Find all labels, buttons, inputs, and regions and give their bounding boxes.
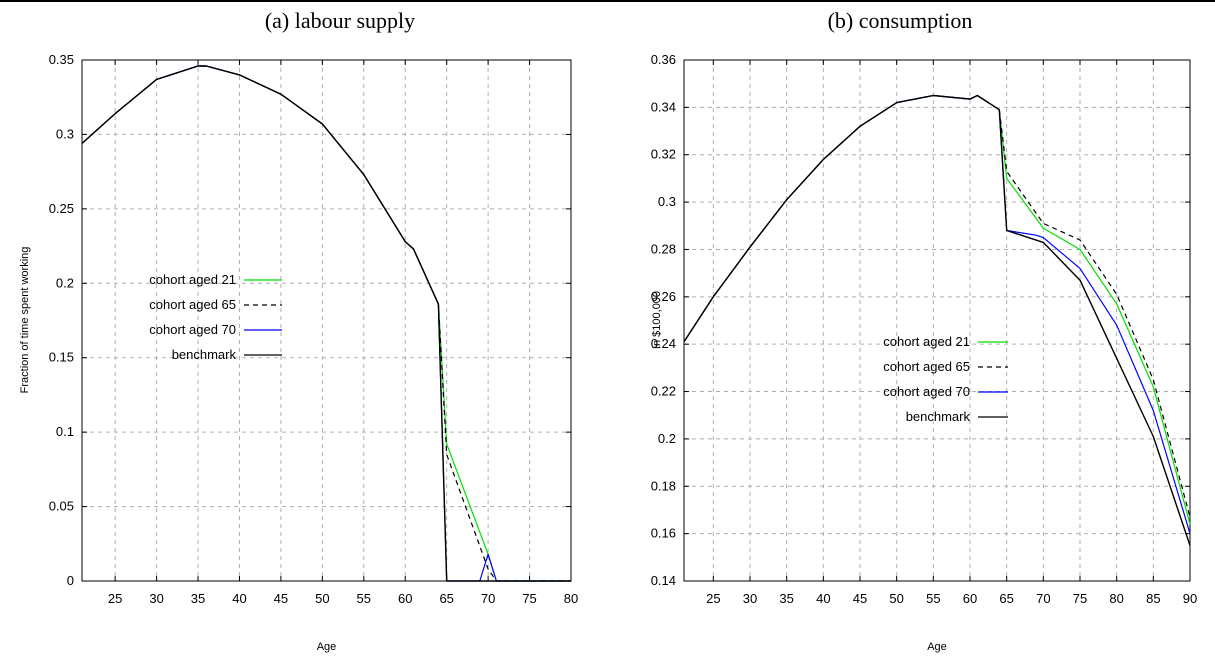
- labour-legend-label: cohort aged 65: [149, 297, 236, 312]
- labour-xtick-label: 70: [481, 591, 495, 606]
- consumption-legend-label: cohort aged 21: [883, 334, 970, 349]
- labour-xtick-label: 35: [191, 591, 205, 606]
- consumption-legend-label: cohort aged 65: [883, 359, 970, 374]
- labour-legend-label: benchmark: [172, 347, 237, 362]
- labour-x-axis-label: Age: [317, 641, 337, 653]
- labour-ytick-label: 0.3: [56, 126, 74, 141]
- consumption-ytick-label: 0.32: [651, 147, 676, 162]
- consumption-series-cohort-aged-70: [683, 94, 1191, 534]
- top-rule: [0, 0, 1215, 2]
- consumption-legend-label: cohort aged 70: [883, 384, 970, 399]
- consumption-series-cohort-aged-65: [683, 94, 1191, 518]
- labour-xtick-label: 45: [274, 591, 288, 606]
- consumption-xtick-label: 45: [853, 591, 867, 606]
- consumption-series-benchmark: [683, 94, 1191, 546]
- consumption-xtick-label: 55: [926, 591, 940, 606]
- consumption-xtick-label: 30: [743, 591, 757, 606]
- labour-xtick-label: 30: [149, 591, 163, 606]
- consumption-xtick-label: 80: [1109, 591, 1123, 606]
- labour-series-benchmark: [81, 65, 571, 582]
- labour-xtick-label: 75: [522, 591, 536, 606]
- labour-legend-label: cohort aged 70: [149, 322, 236, 337]
- consumption-xtick-label: 85: [1146, 591, 1160, 606]
- consumption-y-axis-label: In $100,000: [651, 291, 663, 349]
- consumption-ytick-label: 0.28: [651, 241, 676, 256]
- consumption-xtick-label: 25: [706, 591, 720, 606]
- labour-ytick-label: 0.05: [49, 499, 74, 514]
- consumption-ytick-label: 0.24: [651, 336, 676, 351]
- chart-title-consumption: (b) consumption: [827, 8, 973, 33]
- labour-legend-label: cohort aged 21: [149, 272, 236, 287]
- consumption-xtick-label: 75: [1073, 591, 1087, 606]
- consumption-legend-label: benchmark: [906, 409, 971, 424]
- labour-ytick-label: 0.15: [49, 350, 74, 365]
- consumption-plot-frame: [683, 59, 1191, 582]
- labour-ytick-label: 0: [67, 573, 74, 588]
- labour-xtick-label: 25: [108, 591, 122, 606]
- consumption-xtick-label: 60: [963, 591, 977, 606]
- consumption-xtick-label: 50: [889, 591, 903, 606]
- labour-xtick-label: 40: [232, 591, 246, 606]
- consumption-xtick-label: 40: [816, 591, 830, 606]
- consumption-ytick-label: 0.16: [651, 526, 676, 541]
- consumption-xtick-label: 90: [1183, 591, 1197, 606]
- consumption-x-axis-label: Age: [927, 641, 947, 653]
- labour-xtick-label: 55: [357, 591, 371, 606]
- labour-ytick-label: 0.2: [56, 275, 74, 290]
- consumption-xtick-label: 65: [999, 591, 1013, 606]
- labour-ytick-label: 0.35: [49, 52, 74, 67]
- consumption-ytick-label: 0.22: [651, 384, 676, 399]
- labour-ytick-label: 0.25: [49, 201, 74, 216]
- consumption-ytick-label: 0.34: [651, 99, 676, 114]
- consumption-series-cohort-aged-21: [683, 94, 1191, 525]
- consumption-ytick-label: 0.26: [651, 289, 676, 304]
- labour-plot-frame: [81, 59, 572, 582]
- consumption-ytick-label: 0.18: [651, 478, 676, 493]
- labour-xtick-label: 65: [439, 591, 453, 606]
- chart-title-labour-supply: (a) labour supply: [264, 8, 416, 33]
- consumption-ytick-label: 0.3: [658, 194, 676, 209]
- labour-xtick-label: 50: [315, 591, 329, 606]
- labour-y-axis-label: Fraction of time spent working: [19, 247, 31, 394]
- labour-xtick-label: 80: [564, 591, 578, 606]
- labour-ytick-label: 0.1: [56, 424, 74, 439]
- consumption-xtick-label: 70: [1036, 591, 1050, 606]
- consumption-xtick-label: 35: [779, 591, 793, 606]
- consumption-ytick-label: 0.36: [651, 52, 676, 67]
- labour-xtick-label: 60: [398, 591, 412, 606]
- consumption-ytick-label: 0.2: [658, 431, 676, 446]
- consumption-ytick-label: 0.14: [651, 573, 676, 588]
